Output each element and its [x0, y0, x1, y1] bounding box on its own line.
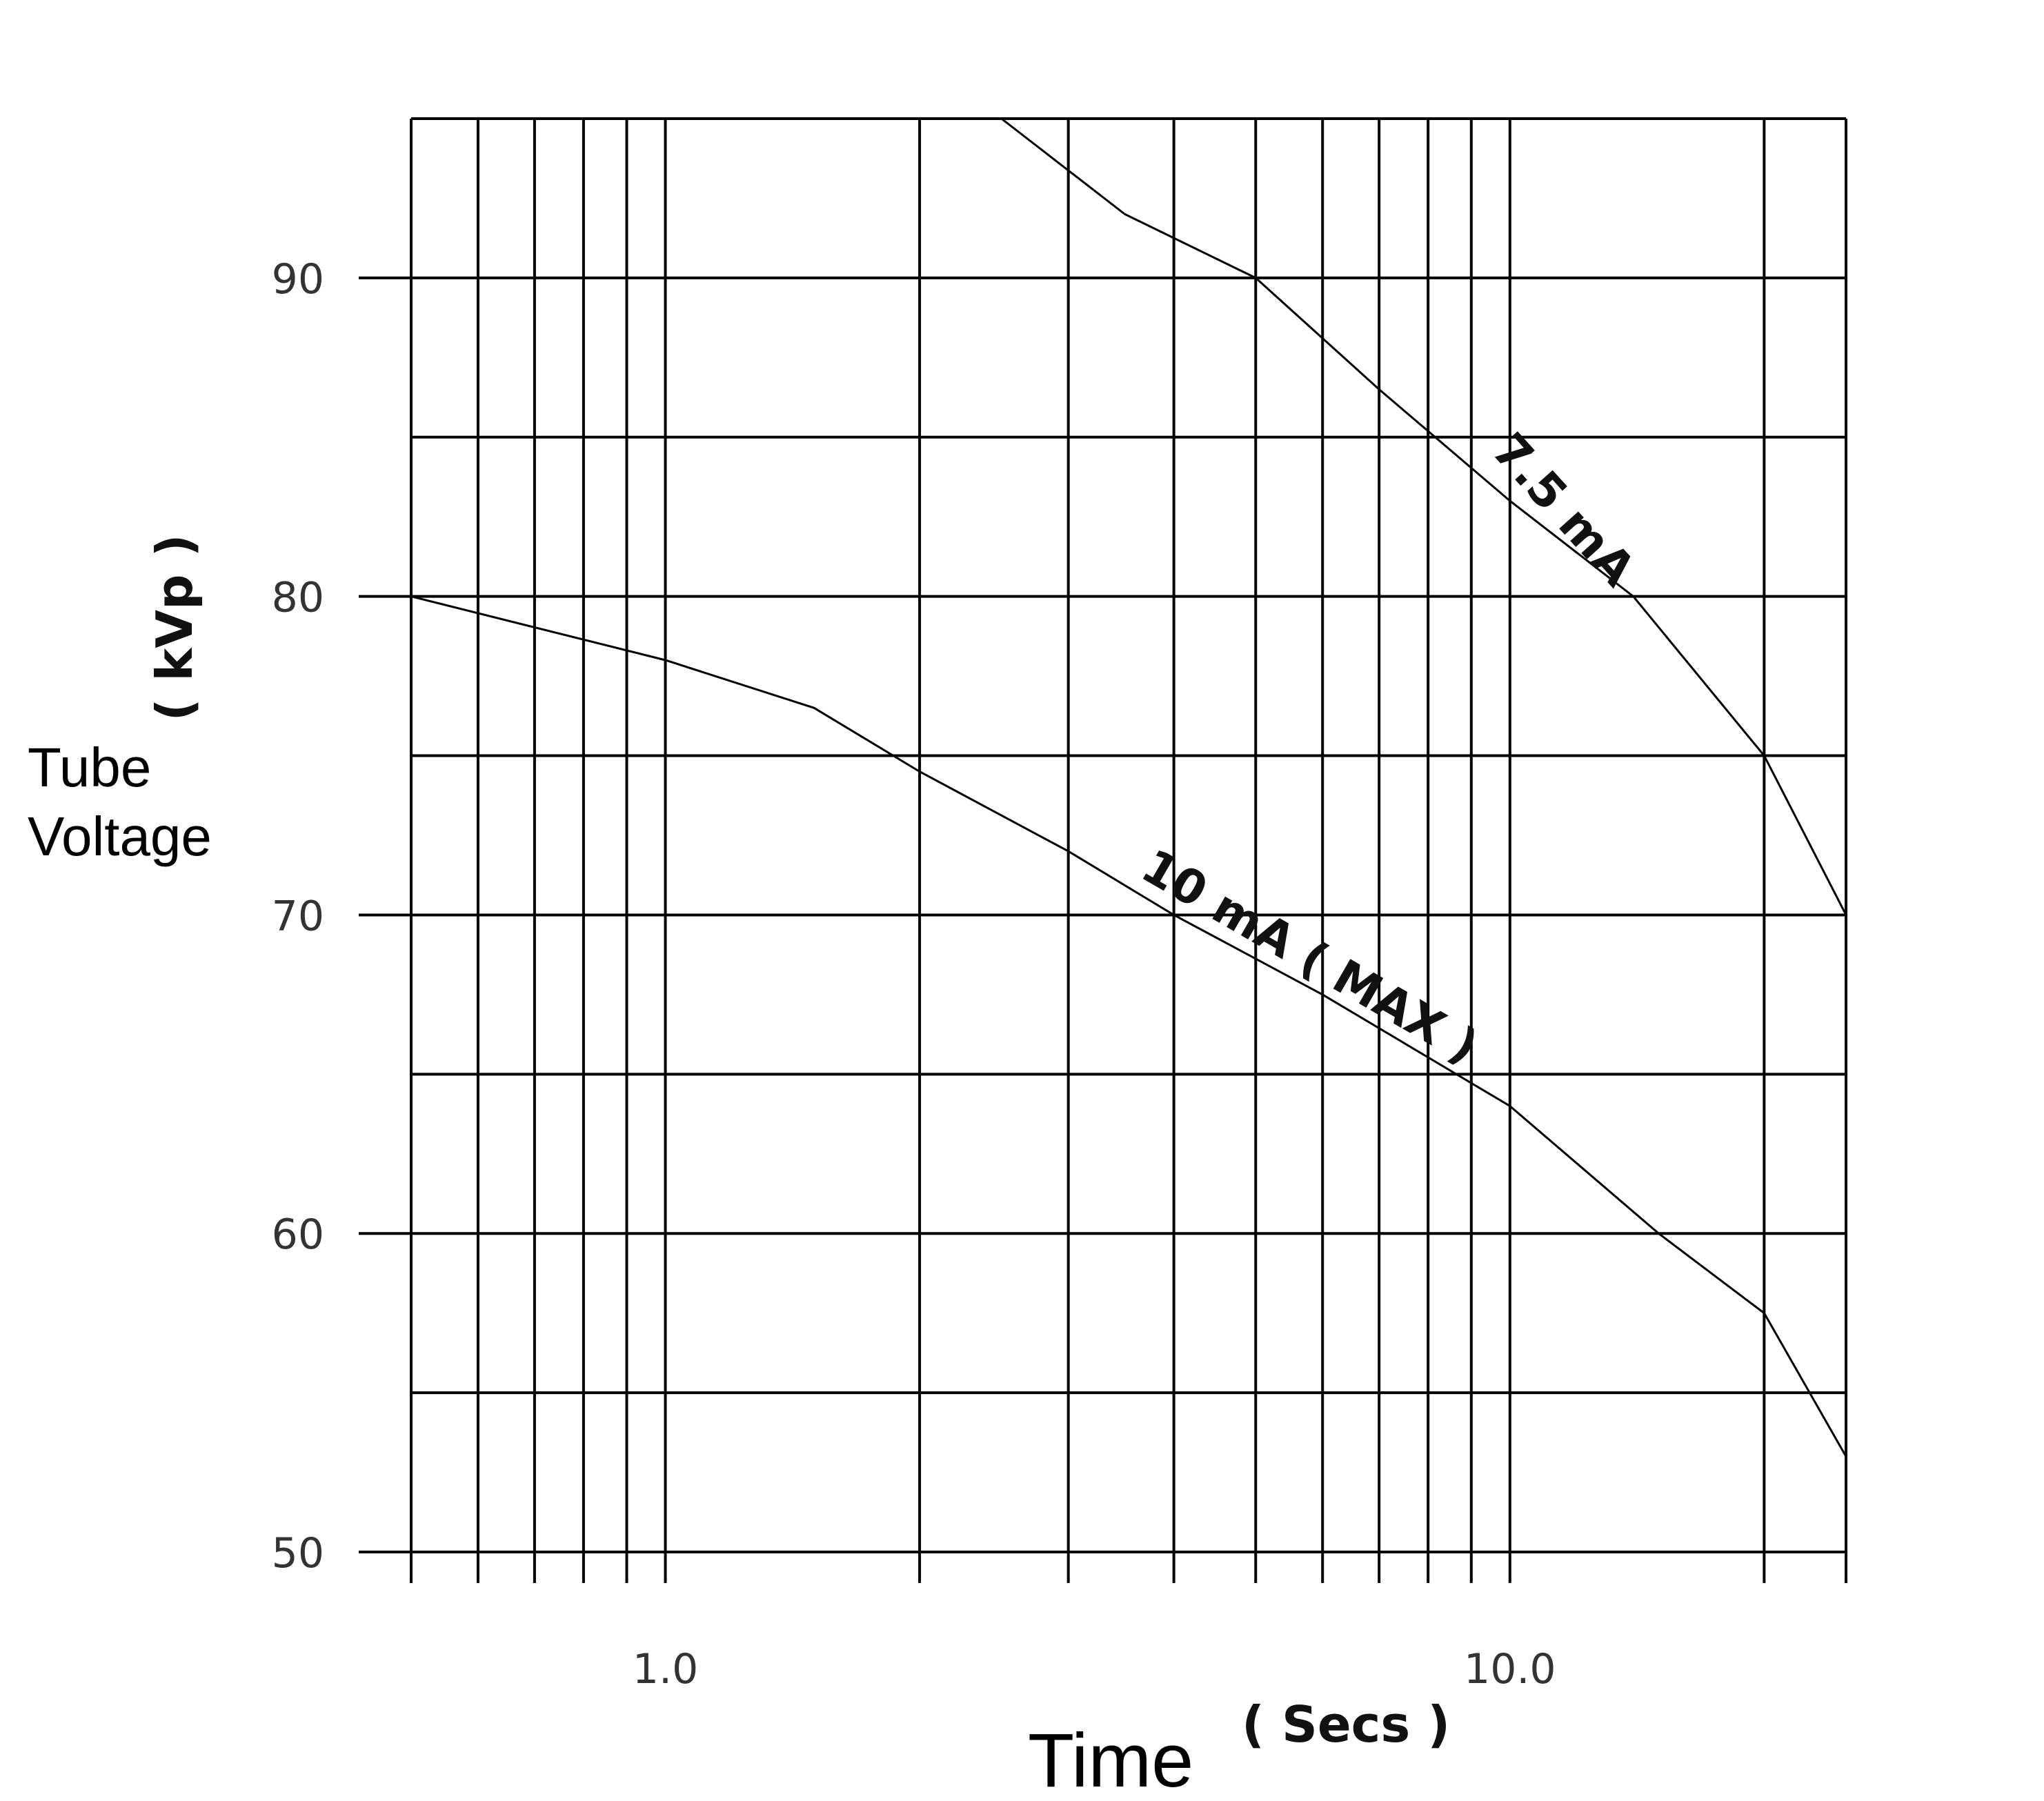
x-tick-label: 10.0 [1464, 1645, 1556, 1693]
x-tick-labels: 1.0 10.0 [633, 1645, 1556, 1693]
series-line-7-5ma [1000, 117, 1847, 916]
y-tick-label: 60 [272, 1211, 324, 1259]
y-tick-labels: 90 80 70 60 50 [272, 255, 324, 1578]
series-lines [410, 117, 1847, 1457]
grid [359, 117, 1847, 1583]
y-axis-title-line1: Tube [28, 737, 151, 798]
y-axis-title-line2: Voltage [28, 806, 212, 867]
series-label-10ma-max: 10 mA ( MAX ) [1133, 839, 1487, 1075]
y-tick-label: 80 [272, 574, 324, 622]
y-tick-label: 70 [272, 892, 324, 940]
x-axis-title: Time [1028, 1718, 1193, 1801]
x-tick-label: 1.0 [633, 1645, 698, 1693]
y-tick-label: 50 [272, 1529, 324, 1578]
x-axis-unit: ( Secs ) [1242, 1695, 1450, 1753]
series-label-7-5ma: 7.5 mA [1481, 424, 1645, 597]
y-tick-label: 90 [272, 255, 324, 304]
y-axis-unit: ( kVp ) [146, 534, 204, 721]
series-line-10ma-max [410, 595, 1847, 1457]
